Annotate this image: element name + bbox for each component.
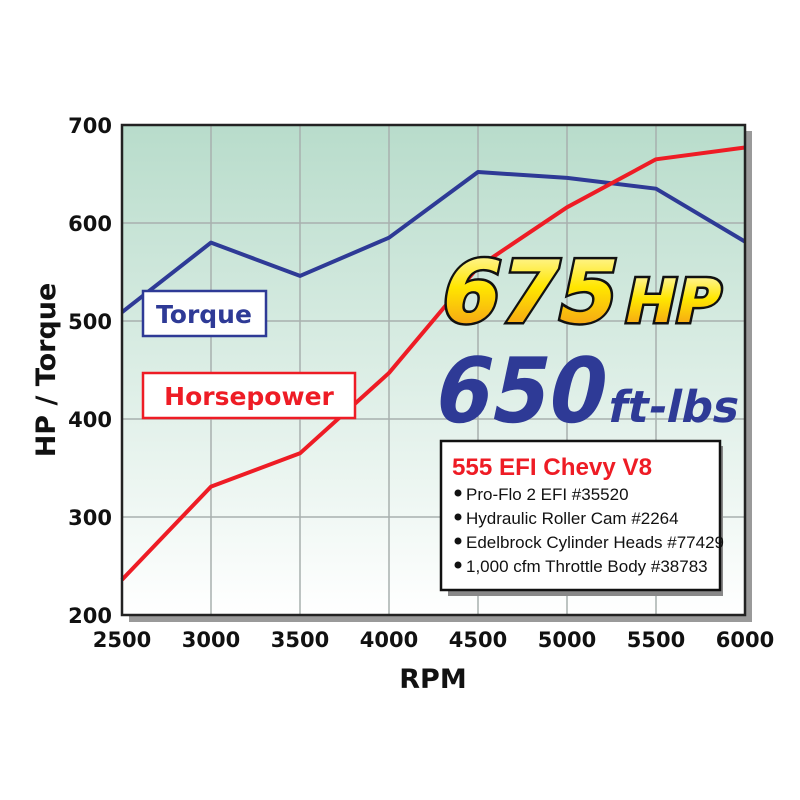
x-axis-label: RPM xyxy=(399,664,466,695)
bullet-icon xyxy=(454,513,462,521)
x-tick-label: 2500 xyxy=(93,628,151,652)
y-tick-label: 300 xyxy=(68,506,112,530)
x-tick-label: 5500 xyxy=(627,628,685,652)
hp-number: 675 xyxy=(432,242,628,343)
torque-number: 650 xyxy=(426,340,618,444)
x-tick-label: 5000 xyxy=(538,628,596,652)
info-box-item: 1,000 cfm Throttle Body #38783 xyxy=(466,557,708,576)
torque-line xyxy=(120,170,747,314)
legend-torque: Torque xyxy=(141,289,268,338)
torque-callout: 650 ft-lbs xyxy=(426,340,745,444)
bullet-icon xyxy=(454,489,462,497)
y-tick-label: 200 xyxy=(68,604,112,628)
x-tick-label: 4000 xyxy=(360,628,418,652)
bullet-icon xyxy=(454,537,462,545)
horsepower-line xyxy=(120,145,746,582)
bullet-icon xyxy=(454,561,462,569)
info-box: 555 EFI Chevy V8 Pro-Flo 2 EFI #35520 Hyd… xyxy=(439,439,724,596)
legend-horsepower: Horsepower xyxy=(141,371,357,420)
y-tick-label: 500 xyxy=(68,310,112,334)
x-tick-label: 6000 xyxy=(716,628,774,652)
y-axis-label: HP / Torque xyxy=(31,283,62,458)
info-box-title: 555 EFI Chevy V8 xyxy=(452,454,652,481)
hp-unit: HP xyxy=(618,268,728,337)
x-tick-label: 3500 xyxy=(271,628,329,652)
hp-callout: 675 HP xyxy=(430,239,731,345)
legend-torque-label: Torque xyxy=(156,300,252,329)
legend-horsepower-label: Horsepower xyxy=(164,382,334,411)
info-box-item: Edelbrock Cylinder Heads #77429 xyxy=(466,533,724,552)
info-box-item: Hydraulic Roller Cam #2264 xyxy=(466,509,679,528)
plot-border xyxy=(120,123,747,617)
x-tick-label: 4500 xyxy=(449,628,507,652)
info-box-item: Pro-Flo 2 EFI #35520 xyxy=(466,485,629,504)
y-tick-label: 400 xyxy=(68,408,112,432)
torque-unit: ft-lbs xyxy=(604,382,745,432)
x-tick-label: 3000 xyxy=(182,628,240,652)
y-tick-label: 700 xyxy=(68,114,112,138)
y-tick-label: 600 xyxy=(68,212,112,236)
